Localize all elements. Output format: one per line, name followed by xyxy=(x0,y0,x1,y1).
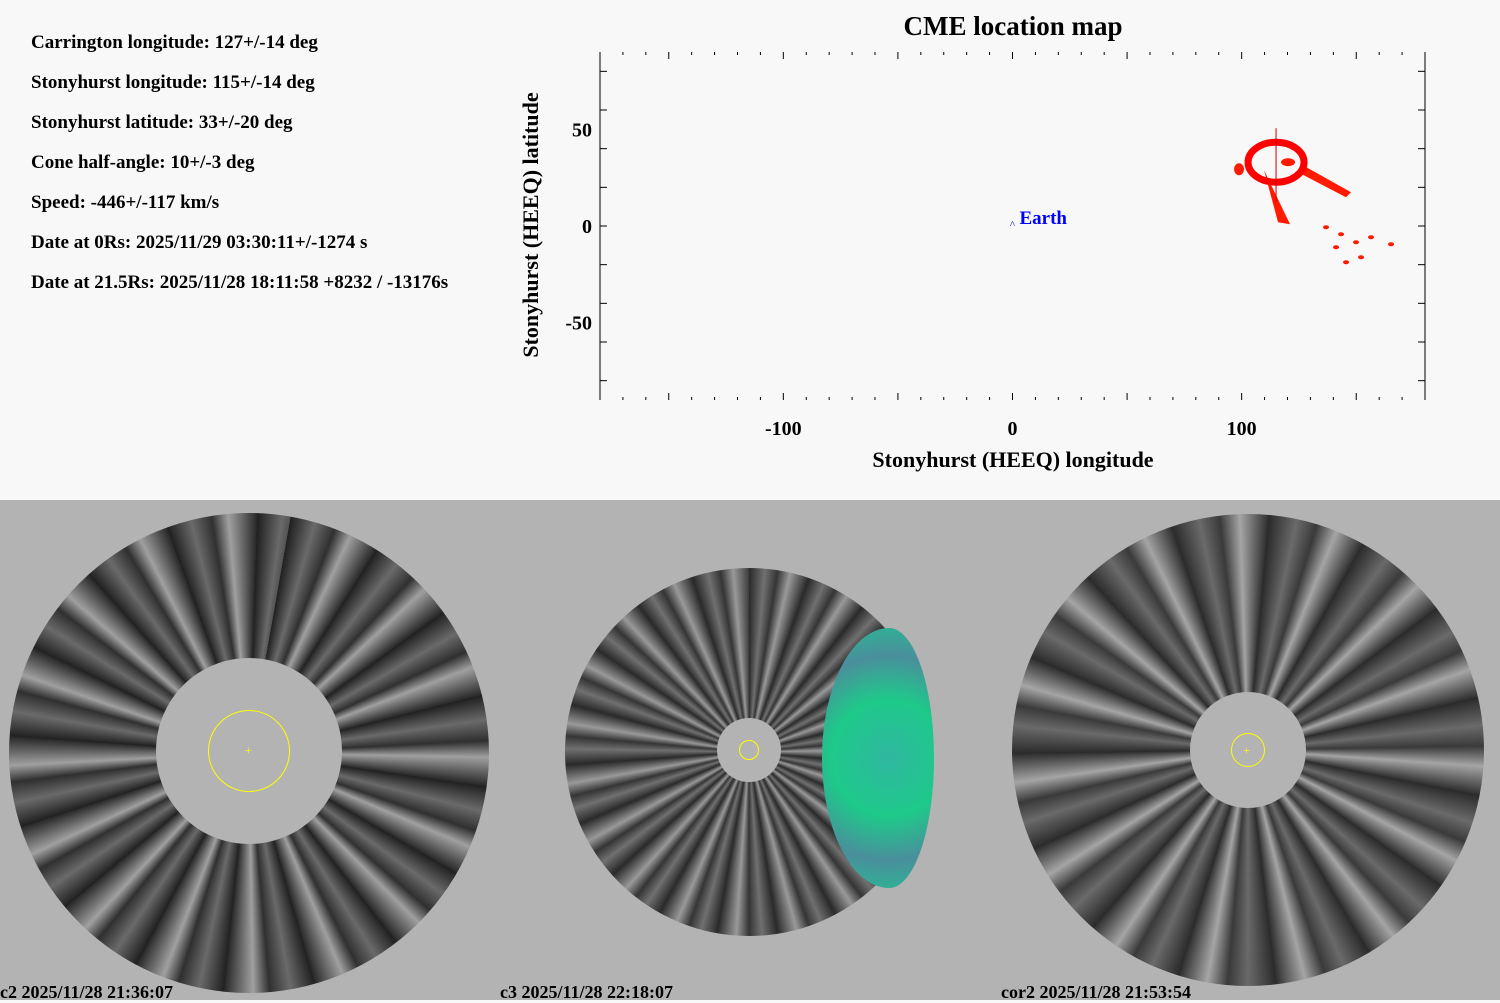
c3-sun-circle xyxy=(739,740,759,760)
cor2-label: cor2 2025/11/28 21:53:54 xyxy=(1001,982,1191,1002)
cme-fragment xyxy=(1388,242,1395,247)
cme-streak xyxy=(1298,164,1352,198)
c3-label: c3 2025/11/28 22:18:07 xyxy=(500,982,673,1002)
cme-fragment xyxy=(1358,255,1365,260)
cme-fragment xyxy=(1343,260,1350,265)
axes xyxy=(599,52,1426,400)
c2-label: c2 2025/11/28 21:36:07 xyxy=(0,982,173,1002)
carrington-longitude: Carrington longitude: 127+/-14 deg xyxy=(31,32,318,53)
x-axis-label: Stonyhurst (HEEQ) longitude xyxy=(872,447,1153,472)
cme-fragment xyxy=(1234,163,1245,176)
cor2-center-cross-icon: + xyxy=(1243,743,1250,757)
tick-labels: -100 0 100 50 0 -50 xyxy=(565,119,1256,440)
x-tick-label: -100 xyxy=(765,418,802,440)
cme-core xyxy=(1281,158,1296,167)
date-21-5rs: Date at 21.5Rs: 2025/11/28 18:11:58 +823… xyxy=(31,272,449,293)
y-axis-label: Stonyhurst (HEEQ) latitude xyxy=(518,92,543,357)
c2-sun-circle xyxy=(208,710,290,792)
cme-location-map: CME location map Stonyhurst (HEEQ) longi… xyxy=(518,11,1426,472)
y-tick-label: -50 xyxy=(565,313,592,335)
stonyhurst-longitude: Stonyhurst longitude: 115+/-14 deg xyxy=(31,72,315,93)
stonyhurst-latitude: Stonyhurst latitude: 33+/-20 deg xyxy=(31,112,293,133)
y-tick-label: 0 xyxy=(582,216,592,238)
cor2-sun-circle xyxy=(1231,733,1265,767)
x-tick-label: 0 xyxy=(1008,418,1018,440)
x-tick-label: 100 xyxy=(1227,418,1257,440)
cme-fragment xyxy=(1338,232,1345,237)
cme-fragment xyxy=(1333,245,1340,250)
earth-label: Earth xyxy=(1020,208,1068,229)
cone-half-angle: Cone half-angle: 10+/-3 deg xyxy=(31,152,255,173)
chart-title: CME location map xyxy=(904,11,1123,41)
marks: ^ Earth xyxy=(1010,128,1395,265)
coronagraph-panel: + + xyxy=(0,500,1500,1000)
speed: Speed: -446+/-117 km/s xyxy=(31,192,220,213)
cme-fragment xyxy=(1368,235,1375,240)
y-tick-label: 50 xyxy=(572,119,592,141)
c3-cme-mask xyxy=(822,628,934,888)
cme-fragment xyxy=(1353,240,1360,245)
date-0rs: Date at 0Rs: 2025/11/29 03:30:11+/-1274 … xyxy=(31,232,368,253)
earth-marker: ^ xyxy=(1010,219,1016,231)
cme-fragment xyxy=(1323,225,1330,230)
c2-center-cross-icon: + xyxy=(245,743,252,757)
